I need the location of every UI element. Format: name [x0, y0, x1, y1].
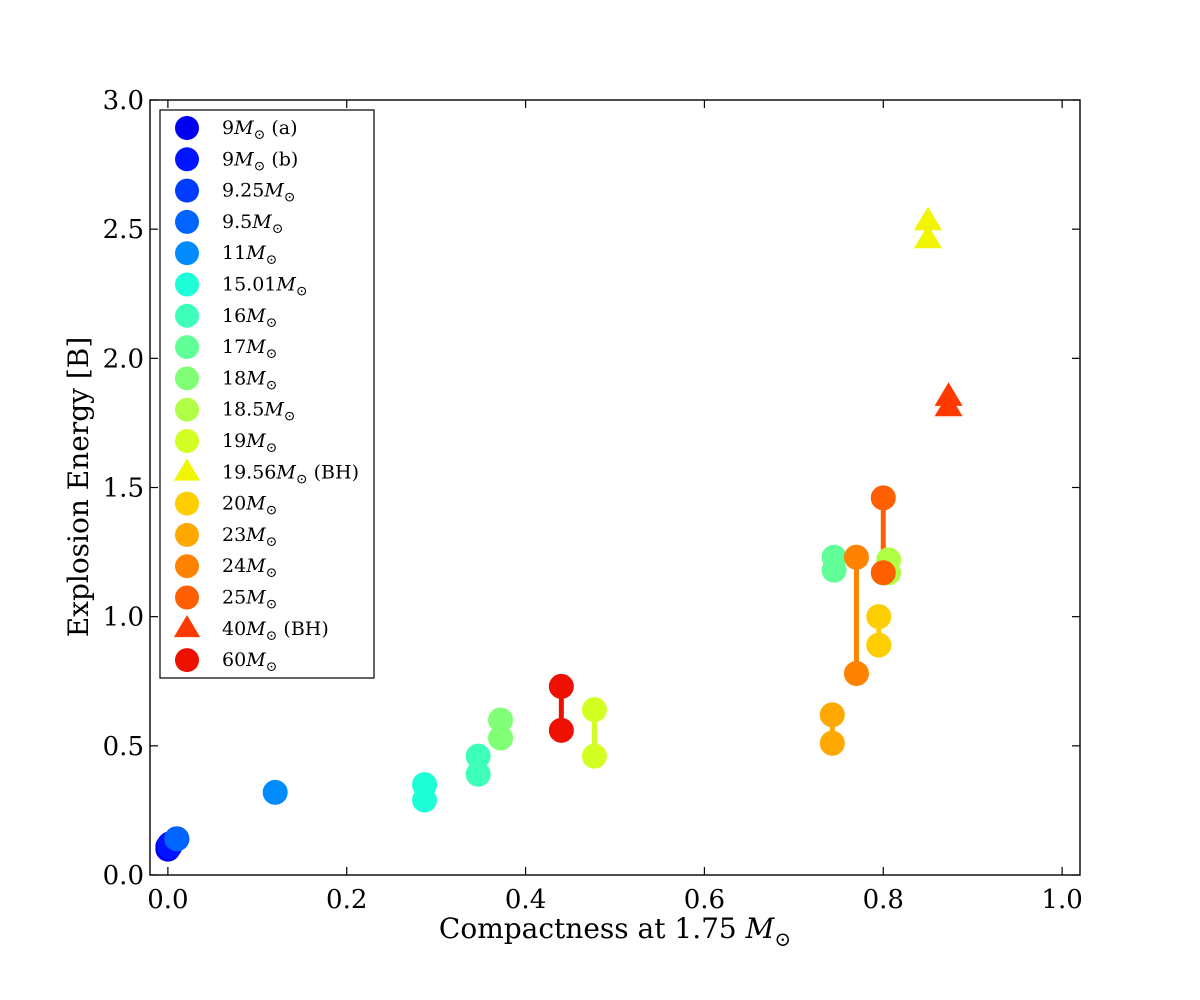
legend-label: 23M⊙: [222, 524, 277, 550]
legend-label: 16M⊙: [222, 305, 277, 331]
x-axis-label: Compactness at 1.75 M⊙: [439, 912, 791, 951]
legend-label: 24M⊙: [222, 555, 277, 581]
legend-label: 60M⊙: [222, 649, 277, 675]
point-60: [548, 717, 574, 743]
x-tick-label: 1.0: [1041, 885, 1082, 915]
legend-item-9.25: 9.25M⊙: [175, 178, 296, 206]
legend-item-19: 19M⊙: [175, 429, 277, 456]
legend-item-24: 24M⊙: [175, 554, 277, 581]
legend-marker: [175, 554, 199, 579]
legend-label: 9M⊙ (a): [222, 117, 298, 143]
point-17: [821, 557, 847, 583]
legend: 9M⊙ (a) 9M⊙ (b) 9.25M⊙ 9.5M⊙ 11M⊙ 15.01M⊙ 16M⊙…: [159, 109, 375, 679]
legend-marker: [175, 209, 199, 234]
axis-ticks: 0.0 0.2 0.4 0.6 0.8 1.0 0.0 0.5 1.0 1.5 2.0 2.5 3.0: [103, 86, 1083, 915]
legend-label: 9.5M⊙: [222, 211, 283, 237]
legend-label: 9.25M⊙: [222, 180, 296, 206]
data-points: [155, 206, 963, 862]
point-9.5: [164, 826, 190, 852]
legend-marker: [175, 522, 199, 547]
legend-label: 18.5M⊙: [222, 399, 296, 425]
point-19.56-bh: [913, 224, 942, 249]
legend-label: 18M⊙: [222, 367, 277, 393]
legend-label: 9M⊙ (b): [222, 148, 298, 174]
legend-item-25: 25M⊙: [175, 585, 277, 613]
legend-item-20: 20M⊙: [175, 491, 277, 519]
y-tick-label: 3.0: [103, 86, 144, 116]
legend-item-23: 23M⊙: [175, 522, 277, 550]
legend-marker: [175, 366, 199, 391]
legend-item-9-b: 9M⊙ (b): [175, 147, 298, 174]
point-16: [465, 761, 491, 787]
legend-item-18.5: 18.5M⊙: [175, 397, 296, 425]
legend-label: 15.01M⊙: [222, 274, 308, 300]
point-24: [843, 661, 869, 686]
legend-label: 17M⊙: [222, 336, 277, 362]
legend-marker: [175, 491, 199, 516]
legend-marker: [175, 335, 199, 360]
legend-item-16: 16M⊙: [175, 303, 277, 331]
point-20: [866, 632, 892, 658]
y-tick-label: 2.5: [103, 215, 144, 245]
y-axis-label: Explosion Energy [B]: [62, 337, 95, 638]
legend-marker: [175, 585, 199, 610]
legend-item-17: 17M⊙: [175, 335, 277, 362]
legend-item-18: 18M⊙: [175, 366, 277, 393]
legend-marker: [175, 429, 199, 453]
legend-marker: [175, 648, 199, 673]
point-19: [581, 743, 607, 769]
legend-item-9.5: 9.5M⊙: [175, 209, 283, 237]
y-tick-label: 0.0: [103, 861, 144, 891]
legend-marker: [175, 178, 199, 203]
legend-marker: [175, 147, 199, 172]
legend-label: 20M⊙: [222, 493, 277, 519]
legend-label: 40M⊙ (BH): [222, 618, 329, 644]
point-60: [548, 673, 574, 699]
x-tick-label: 0.4: [505, 885, 546, 915]
point-20: [866, 604, 892, 630]
x-tick-label: 0.2: [326, 885, 367, 915]
legend-item-19.56-bh: 19.56M⊙ (BH): [173, 458, 359, 487]
legend-marker: [175, 303, 199, 328]
legend-item-60: 60M⊙: [175, 648, 277, 675]
legend-marker: [175, 116, 199, 140]
point-11: [262, 779, 288, 805]
x-tick-label: 0.0: [147, 885, 188, 915]
y-tick-label: 2.0: [103, 344, 144, 374]
y-tick-label: 1.0: [103, 603, 144, 633]
point-19: [581, 697, 607, 723]
point-23: [819, 702, 845, 728]
y-tick-label: 1.5: [103, 474, 144, 504]
legend-marker: [175, 272, 199, 297]
legend-marker: [173, 458, 201, 481]
point-25: [870, 485, 896, 511]
legend-item-15.01: 15.01M⊙: [175, 272, 308, 300]
legend-label: 11M⊙: [222, 242, 277, 268]
point-15.01: [412, 787, 438, 813]
x-tick-label: 0.6: [684, 885, 725, 915]
y-tick-label: 0.5: [103, 732, 144, 762]
legend-marker: [175, 241, 199, 266]
point-25: [870, 560, 896, 586]
legend-item-11: 11M⊙: [175, 241, 277, 268]
legend-label: 19M⊙: [222, 430, 277, 456]
legend-item-40-bh: 40M⊙ (BH): [173, 615, 329, 644]
legend-label: 19.56M⊙ (BH): [222, 461, 359, 487]
legend-item-9-a: 9M⊙ (a): [175, 116, 298, 143]
legend-label: 25M⊙: [222, 587, 277, 613]
point-23: [819, 730, 845, 756]
legend-marker: [175, 397, 199, 422]
point-24: [843, 544, 869, 570]
legend-entries: 9M⊙ (a) 9M⊙ (b) 9.25M⊙ 9.5M⊙ 11M⊙ 15.01M⊙ 16M⊙…: [173, 116, 359, 675]
x-tick-label: 0.8: [863, 885, 904, 915]
point-40-bh: [934, 392, 963, 417]
legend-marker: [173, 615, 201, 638]
legend-box: [159, 109, 375, 679]
point-18: [488, 725, 514, 751]
